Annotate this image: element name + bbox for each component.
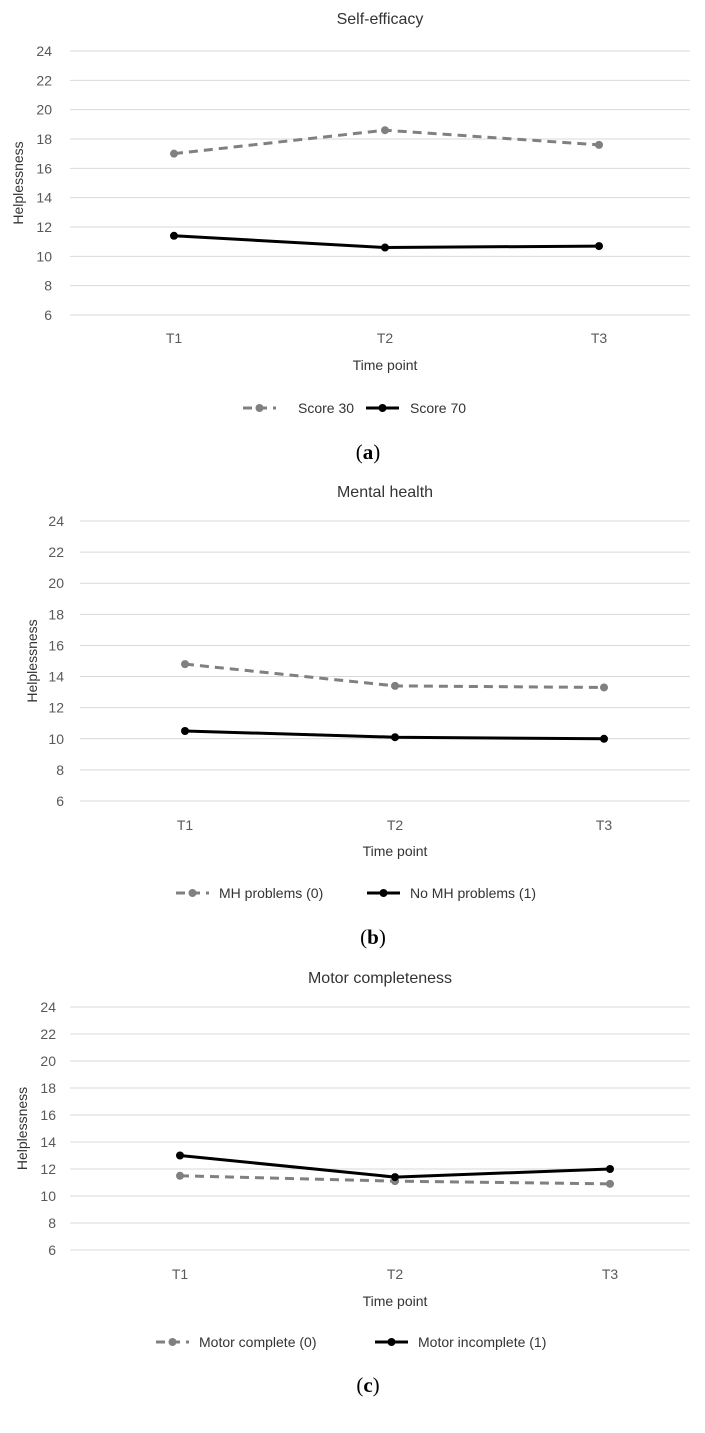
y-tick-label: 14 bbox=[48, 669, 64, 685]
legend-label: No MH problems (1) bbox=[410, 885, 536, 901]
panel-label: (b) bbox=[360, 925, 386, 949]
data-point bbox=[600, 683, 608, 692]
y-tick-label: 24 bbox=[48, 513, 64, 529]
x-tick-label: T3 bbox=[602, 1266, 619, 1282]
y-tick-label: 8 bbox=[56, 762, 64, 778]
x-tick-label: T1 bbox=[166, 330, 183, 346]
y-tick-label: 22 bbox=[40, 1026, 56, 1042]
legend-label: Score 70 bbox=[410, 400, 466, 416]
legend-label: Motor complete (0) bbox=[199, 1334, 316, 1350]
data-point bbox=[595, 140, 603, 149]
legend-swatch-marker bbox=[188, 889, 197, 897]
y-tick-label: 10 bbox=[36, 248, 52, 264]
chart-title: Self-efficacy bbox=[337, 11, 424, 28]
x-axis-label: Time point bbox=[363, 1293, 428, 1309]
y-axis-label: Helplessness bbox=[14, 1087, 30, 1170]
panel-label: (c) bbox=[356, 1373, 379, 1397]
chart-panel-b: Mental health 6 8 10 12 14 16 18 20 22 24 T1 T2 T3 Tim… bbox=[24, 484, 690, 949]
y-tick-label: 18 bbox=[48, 606, 64, 622]
legend-label: Motor incomplete (1) bbox=[418, 1334, 546, 1350]
y-tick-label: 12 bbox=[40, 1161, 56, 1177]
y-tick-label: 22 bbox=[36, 72, 52, 88]
x-tick-label: T1 bbox=[177, 817, 194, 833]
data-point bbox=[170, 231, 178, 240]
data-point bbox=[176, 1171, 184, 1180]
legend-label: MH problems (0) bbox=[219, 885, 323, 901]
data-point bbox=[391, 1173, 399, 1182]
data-point bbox=[606, 1165, 614, 1173]
legend-label: Score 30 bbox=[298, 400, 354, 416]
y-axis-label: Helplessness bbox=[10, 141, 26, 224]
legend-swatch-marker bbox=[378, 404, 387, 412]
y-tick-label: 20 bbox=[36, 102, 52, 118]
data-point bbox=[381, 126, 389, 135]
y-tick-label: 6 bbox=[44, 307, 52, 323]
panel-label: (a) bbox=[356, 440, 381, 464]
y-tick-label: 24 bbox=[40, 999, 56, 1015]
y-tick-label: 10 bbox=[40, 1188, 56, 1204]
x-axis-label: Time point bbox=[363, 843, 428, 859]
y-tick-label: 6 bbox=[56, 793, 64, 809]
data-point bbox=[181, 727, 189, 735]
legend-swatch-marker bbox=[168, 1338, 177, 1346]
y-tick-label: 12 bbox=[48, 700, 64, 716]
panel-letter: b bbox=[367, 925, 379, 949]
x-tick-label: T3 bbox=[596, 817, 613, 833]
y-tick-label: 20 bbox=[48, 575, 64, 591]
data-point bbox=[606, 1179, 614, 1188]
data-point bbox=[170, 149, 178, 158]
legend-swatch-marker bbox=[255, 404, 264, 412]
y-tick-label: 16 bbox=[40, 1107, 56, 1123]
legend-swatch-marker bbox=[379, 889, 388, 897]
x-tick-label: T2 bbox=[387, 817, 404, 833]
data-point bbox=[391, 733, 399, 742]
y-tick-label: 20 bbox=[40, 1053, 56, 1069]
y-tick-label: 14 bbox=[36, 190, 52, 206]
y-tick-label: 16 bbox=[48, 637, 64, 653]
y-tick-label: 8 bbox=[44, 278, 52, 294]
panel-letter: c bbox=[363, 1373, 372, 1397]
y-tick-label: 14 bbox=[40, 1134, 56, 1150]
y-tick-label: 22 bbox=[48, 544, 64, 560]
x-tick-label: T3 bbox=[591, 330, 608, 346]
y-tick-label: 12 bbox=[36, 219, 52, 235]
x-tick-label: T1 bbox=[172, 1266, 189, 1282]
panel-letter: a bbox=[363, 440, 374, 464]
chart-panel-c: Motor completeness 6 8 10 12 14 16 18 20 22 24 T1 T2… bbox=[14, 970, 690, 1397]
x-axis-label: Time point bbox=[353, 357, 418, 373]
y-tick-label: 18 bbox=[36, 131, 52, 147]
y-tick-label: 8 bbox=[48, 1215, 56, 1231]
data-point bbox=[600, 734, 608, 743]
y-tick-label: 18 bbox=[40, 1080, 56, 1096]
legend-swatch-marker bbox=[387, 1338, 396, 1346]
chart-title: Mental health bbox=[337, 484, 433, 501]
chart-panel-a: Self-efficacy 6 8 10 12 14 16 18 20 22 24 T1 T2 T3 Tim… bbox=[10, 11, 690, 464]
y-axis-label: Helplessness bbox=[24, 619, 40, 702]
x-tick-label: T2 bbox=[377, 330, 394, 346]
y-tick-label: 24 bbox=[36, 43, 52, 59]
data-point bbox=[391, 681, 399, 690]
data-point bbox=[381, 243, 389, 252]
data-point bbox=[595, 242, 603, 251]
x-tick-label: T2 bbox=[387, 1266, 404, 1282]
y-tick-label: 6 bbox=[48, 1242, 56, 1258]
data-point bbox=[176, 1151, 184, 1160]
chart-title: Motor completeness bbox=[308, 970, 452, 987]
y-tick-label: 10 bbox=[48, 731, 64, 747]
y-tick-label: 16 bbox=[36, 160, 52, 176]
data-point bbox=[181, 660, 189, 669]
